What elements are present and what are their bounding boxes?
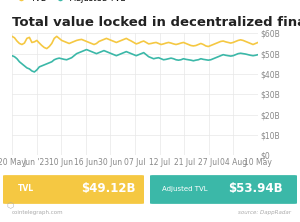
Text: ⬡: ⬡: [6, 201, 14, 210]
Text: $49.12B: $49.12B: [81, 182, 135, 195]
FancyBboxPatch shape: [3, 175, 144, 204]
Text: $53.94B: $53.94B: [228, 182, 282, 195]
Text: source: DappRadar: source: DappRadar: [238, 210, 291, 215]
Text: Total value locked in decentralized finance: Total value locked in decentralized fina…: [12, 16, 300, 29]
FancyBboxPatch shape: [150, 175, 297, 204]
Legend: TVL, Adjusted TVL: TVL, Adjusted TVL: [11, 0, 128, 7]
Text: Adjusted TVL: Adjusted TVL: [162, 186, 208, 192]
Text: TVL: TVL: [18, 184, 34, 193]
Text: cointelegraph.com: cointelegraph.com: [12, 210, 64, 215]
